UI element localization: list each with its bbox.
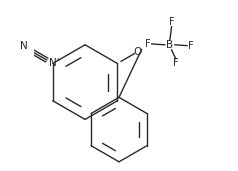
- Text: F: F: [145, 39, 150, 49]
- Text: F: F: [173, 58, 179, 68]
- Text: N: N: [20, 42, 27, 51]
- Text: O: O: [134, 47, 142, 57]
- Text: +: +: [55, 57, 60, 62]
- Text: B: B: [166, 40, 174, 50]
- Text: F: F: [188, 41, 194, 51]
- Text: N: N: [49, 58, 57, 68]
- Text: F: F: [169, 17, 174, 27]
